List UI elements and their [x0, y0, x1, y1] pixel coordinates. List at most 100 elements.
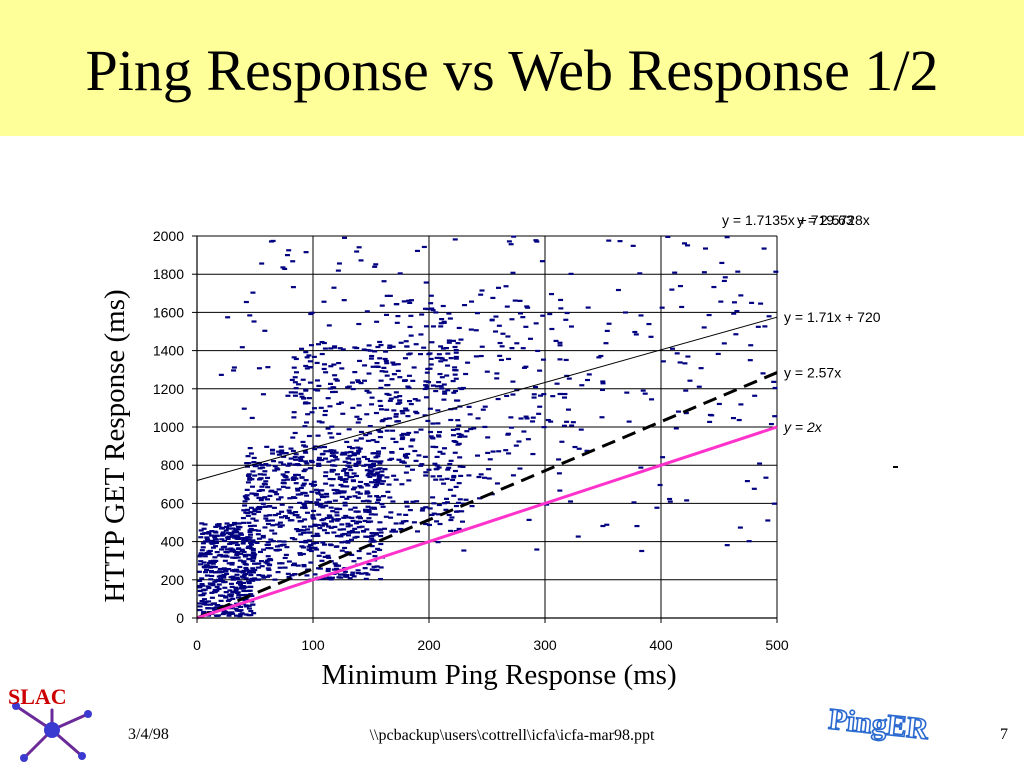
- data-point: [246, 473, 252, 476]
- x-tick-label: 400: [649, 637, 673, 653]
- data-point: [250, 603, 256, 606]
- data-point: [350, 531, 356, 534]
- data-point: [342, 570, 348, 573]
- data-point: [295, 493, 301, 496]
- data-point: [265, 519, 271, 522]
- data-point: [299, 395, 305, 398]
- data-point: [466, 474, 472, 477]
- data-point: [355, 496, 361, 499]
- data-point: [293, 510, 299, 514]
- data-point: [426, 468, 432, 471]
- data-point: [425, 419, 431, 423]
- data-point: [215, 604, 221, 607]
- data-point: [205, 585, 211, 588]
- data-point: [257, 507, 263, 511]
- data-point: [260, 466, 266, 469]
- footer-path: \\pcbackup\users\cottrell\icfa\icfa-mar9…: [369, 727, 655, 744]
- data-point: [403, 340, 409, 343]
- data-point: [324, 516, 330, 520]
- data-point: [419, 509, 425, 512]
- data-point: [352, 486, 358, 489]
- data-point: [557, 344, 563, 347]
- data-point: [316, 498, 322, 501]
- data-point: [243, 539, 249, 542]
- data-point: [204, 537, 210, 540]
- data-point: [337, 528, 343, 531]
- data-point: [267, 514, 273, 517]
- data-point: [464, 430, 470, 433]
- data-point: [397, 401, 403, 404]
- data-point: [452, 238, 458, 241]
- data-point: [413, 431, 419, 434]
- data-point: [379, 482, 385, 485]
- data-point: [302, 468, 308, 471]
- data-point: [319, 489, 325, 492]
- data-point: [403, 471, 409, 474]
- data-point: [279, 524, 285, 527]
- data-point: [372, 481, 378, 484]
- data-point: [427, 352, 433, 355]
- data-point: [226, 567, 232, 571]
- data-point: [314, 361, 320, 365]
- data-point: [256, 462, 262, 465]
- data-point: [361, 530, 367, 533]
- data-point: [496, 450, 502, 453]
- data-point: [307, 525, 313, 528]
- data-point: [252, 529, 258, 532]
- data-point: [357, 492, 363, 495]
- data-point: [281, 479, 287, 482]
- data-point: [228, 595, 234, 598]
- data-point: [330, 464, 336, 467]
- data-point: [270, 452, 276, 455]
- data-point: [222, 586, 228, 589]
- data-point: [459, 510, 465, 513]
- data-point: [459, 520, 465, 523]
- data-point: [368, 471, 374, 474]
- data-point: [521, 366, 527, 369]
- data-point: [378, 408, 384, 411]
- data-point: [218, 577, 224, 580]
- data-point: [281, 455, 287, 458]
- data-point: [325, 569, 331, 573]
- data-point: [331, 518, 337, 521]
- data-point: [298, 392, 304, 395]
- data-point: [358, 437, 364, 440]
- data-point: [369, 568, 375, 571]
- data-point: [230, 527, 236, 530]
- data-point: [223, 554, 229, 557]
- data-point: [250, 559, 256, 563]
- data-point: [423, 281, 429, 284]
- data-point: [199, 599, 205, 603]
- data-point: [604, 329, 610, 333]
- data-point: [301, 563, 307, 567]
- data-point: [352, 506, 358, 509]
- data-point: [637, 272, 643, 275]
- data-point: [262, 526, 268, 529]
- data-point: [257, 467, 263, 470]
- data-point: [702, 247, 708, 250]
- data-point: [415, 530, 421, 533]
- data-point: [315, 534, 321, 538]
- data-point: [448, 418, 454, 422]
- data-point: [235, 596, 241, 599]
- data-point: [286, 509, 292, 512]
- data-point: [232, 521, 238, 525]
- data-point: [208, 534, 214, 537]
- y-tick-label: 1800: [153, 266, 184, 282]
- data-point: [369, 506, 375, 509]
- data-point: [259, 497, 265, 500]
- data-point: [439, 376, 445, 379]
- data-point: [298, 540, 304, 544]
- data-point: [549, 327, 555, 331]
- data-point: [364, 499, 370, 502]
- data-point: [350, 406, 356, 409]
- data-point: [219, 527, 225, 530]
- data-point: [442, 502, 448, 505]
- data-point: [457, 465, 463, 468]
- data-point: [548, 420, 554, 423]
- data-point: [454, 399, 460, 402]
- data-point: [199, 577, 205, 580]
- data-point: [269, 519, 275, 522]
- data-point: [433, 311, 439, 314]
